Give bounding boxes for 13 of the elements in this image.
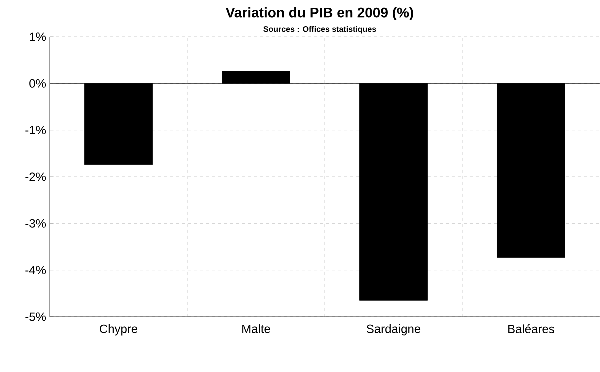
y-tick-label: -1%: [26, 126, 46, 135]
y-tick-label: -3%: [26, 219, 46, 228]
chart-title: Variation du PIB en 2009 (%): [226, 7, 414, 21]
chart-subtitle: Sources : Offices statistiques: [264, 26, 376, 34]
y-tick-label: 0%: [30, 79, 46, 88]
y-tick-label: 1%: [30, 32, 46, 42]
x-tick-label: Sardaigne: [366, 324, 421, 336]
y-tick-label: -4%: [26, 266, 46, 275]
x-tick-label: Malte: [242, 324, 270, 334]
x-tick-label: Chypre: [100, 324, 138, 336]
x-tick-label: Baléares: [508, 324, 554, 334]
y-tick-label: -5%: [26, 312, 46, 322]
y-tick-label: -2%: [26, 172, 46, 182]
